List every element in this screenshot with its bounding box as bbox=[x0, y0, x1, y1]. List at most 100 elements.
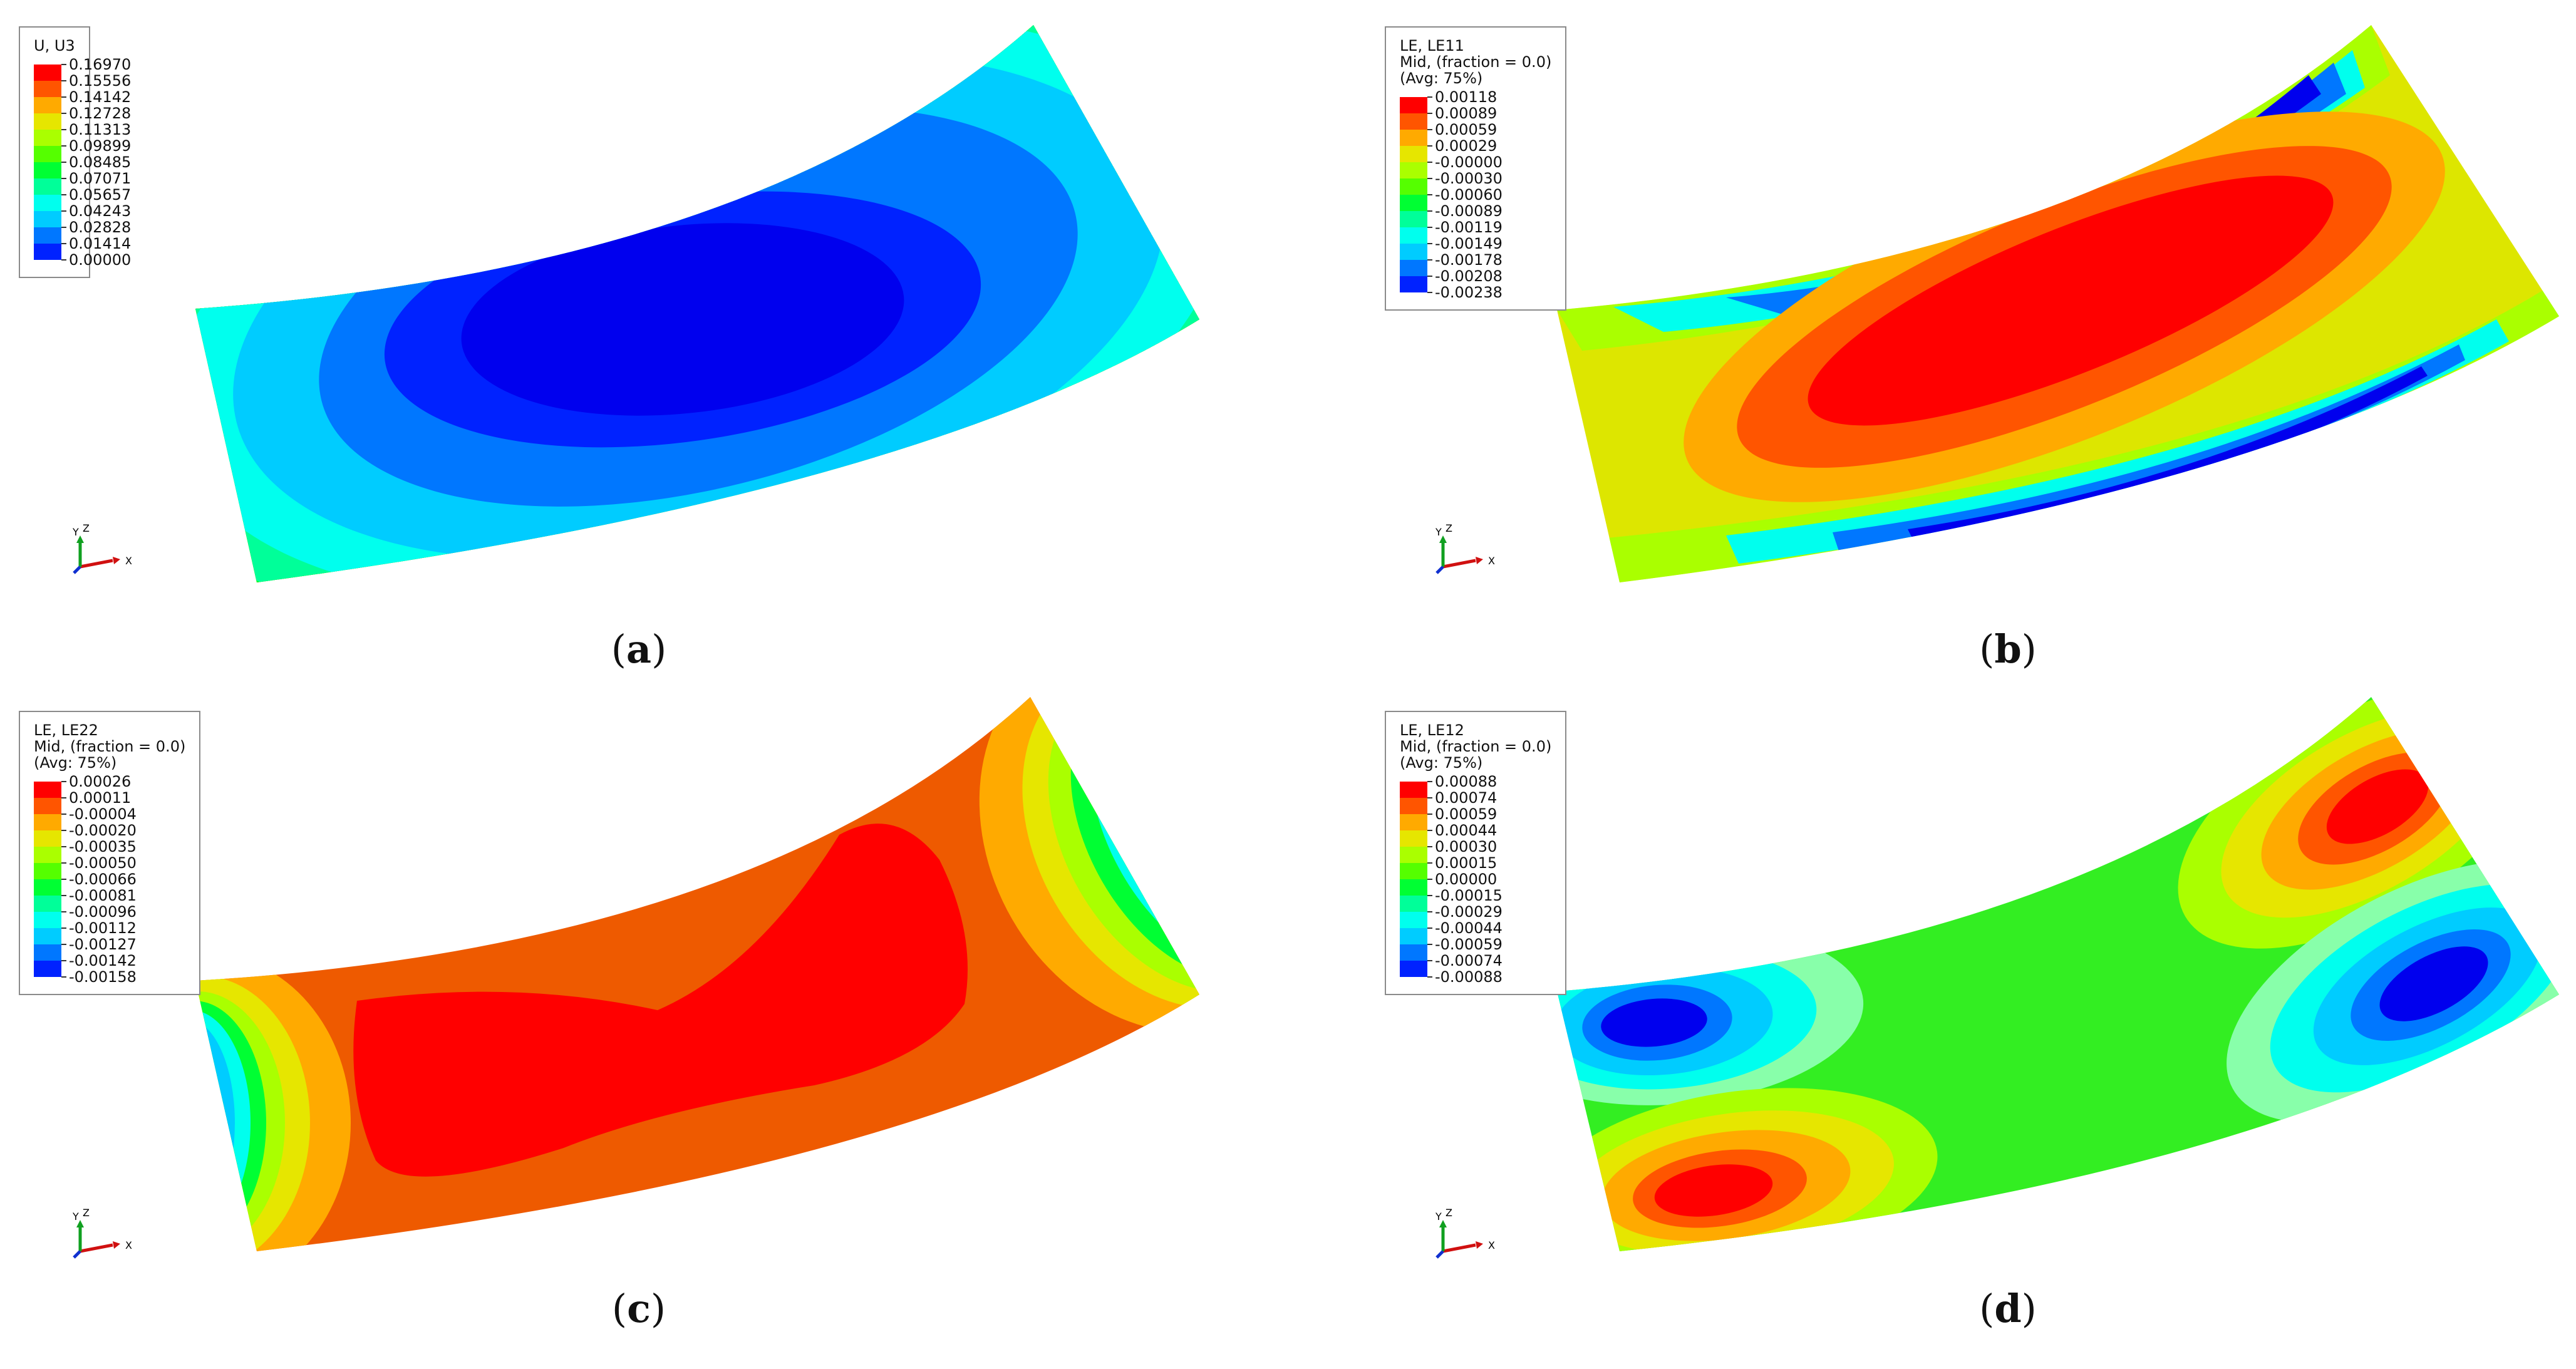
legend-tick bbox=[1427, 814, 1432, 815]
legend-swatch bbox=[1400, 879, 1427, 896]
legend-tick bbox=[61, 976, 66, 978]
legend-row: 0.16970 bbox=[34, 56, 131, 81]
legend-value: -0.00050 bbox=[69, 854, 137, 872]
legend-row: 0.14142 bbox=[34, 89, 131, 113]
legend-row: 0.01414 bbox=[34, 235, 131, 260]
legend-value: 0.16970 bbox=[69, 56, 132, 73]
legend-tick bbox=[61, 944, 66, 945]
triad-z-label: Z bbox=[1446, 1207, 1452, 1219]
legend-row: 0.04243 bbox=[34, 203, 131, 227]
legend-swatch bbox=[34, 847, 61, 863]
legend-row: 0.00059 bbox=[1400, 805, 1551, 830]
legend-row: -0.00059 bbox=[1400, 936, 1551, 961]
legend-swatch bbox=[1400, 195, 1427, 211]
legend-value: 0.00074 bbox=[1435, 789, 1497, 807]
legend-row: -0.00149 bbox=[1400, 235, 1551, 260]
legend-row: -0.00050 bbox=[34, 854, 185, 879]
legend-title: U, U3 bbox=[34, 37, 75, 54]
legend-swatch bbox=[34, 863, 61, 879]
legend-value: 0.08485 bbox=[69, 153, 132, 171]
legend-value: 0.00088 bbox=[1435, 773, 1497, 790]
legend-swatch bbox=[1400, 847, 1427, 863]
panel-a: U, U3 0.16970 0.15556 0.14142 0.12728 0.1131… bbox=[0, 0, 1288, 684]
legend-tick bbox=[61, 162, 66, 163]
legend-value: -0.00142 bbox=[69, 952, 137, 969]
legend-tick bbox=[1427, 292, 1432, 293]
legend-row: -0.00088 bbox=[1400, 969, 1551, 985]
legend-value: 0.00059 bbox=[1435, 805, 1497, 823]
legend-section: Mid, (fraction = 0.0) bbox=[34, 738, 186, 755]
legend-tick bbox=[61, 879, 66, 880]
legend-value: 0.07071 bbox=[69, 170, 132, 187]
legend-row: 0.07071 bbox=[34, 170, 131, 195]
legend-tick bbox=[61, 862, 66, 864]
legend-value: -0.00081 bbox=[69, 887, 137, 904]
legend-tick bbox=[1427, 944, 1432, 945]
legend-title: LE, LE12 bbox=[1400, 721, 1464, 739]
legend-tick bbox=[61, 129, 66, 130]
legend-swatch bbox=[34, 130, 61, 146]
triad-z-label: Z bbox=[1446, 523, 1452, 534]
legend-swatch bbox=[34, 162, 61, 178]
legend-row: -0.00238 bbox=[1400, 284, 1551, 301]
legend-scale: 0.00026 0.00011 -0.00004 -0.00020 -0.00035 -0… bbox=[34, 773, 185, 985]
legend-tick bbox=[1427, 145, 1432, 147]
legend-row: 0.12728 bbox=[34, 105, 131, 130]
legend-row: 0.00044 bbox=[1400, 822, 1551, 847]
legend-swatch bbox=[34, 782, 61, 798]
legend-value: 0.00000 bbox=[69, 251, 132, 269]
legend-title: LE, LE11 bbox=[1400, 37, 1464, 54]
legend-swatch bbox=[1400, 97, 1427, 113]
legend-swatch bbox=[1400, 912, 1427, 928]
legend-value: -0.00208 bbox=[1435, 267, 1503, 285]
legend-row: -0.00004 bbox=[34, 806, 185, 830]
legend-row: 0.00000 bbox=[1400, 871, 1551, 896]
legend-value: 0.11313 bbox=[69, 121, 132, 138]
legend-swatch bbox=[1400, 227, 1427, 244]
legend-swatch bbox=[34, 244, 61, 260]
legend-swatch bbox=[1400, 178, 1427, 195]
legend-value: -0.00015 bbox=[1435, 887, 1503, 904]
legend-row: 0.00011 bbox=[34, 789, 185, 814]
legend-value: -0.00044 bbox=[1435, 919, 1503, 937]
legend-row: -0.00066 bbox=[34, 871, 185, 896]
legend-swatch bbox=[34, 178, 61, 195]
legend-value: -0.00089 bbox=[1435, 202, 1503, 220]
legend-section: Mid, (fraction = 0.0) bbox=[1400, 53, 1552, 71]
legend-swatch bbox=[34, 830, 61, 847]
legend-value: 0.00026 bbox=[69, 773, 132, 790]
legend-row: -0.00081 bbox=[34, 887, 185, 912]
legend-row: 0.05657 bbox=[34, 187, 131, 211]
legend-tick bbox=[61, 227, 66, 228]
caption-c: (c) bbox=[611, 1286, 666, 1331]
legend-tick bbox=[1427, 178, 1432, 179]
legend-row: 0.00088 bbox=[1400, 773, 1551, 798]
legend-tick bbox=[61, 797, 66, 798]
legend-tick bbox=[1427, 113, 1432, 114]
legend-value: 0.05657 bbox=[69, 186, 132, 204]
legend-swatch bbox=[34, 896, 61, 912]
legend-tick bbox=[1427, 129, 1432, 130]
legend-value: 0.09899 bbox=[69, 137, 132, 155]
contour-plot-c bbox=[195, 697, 1199, 1251]
legend-swatch bbox=[1400, 162, 1427, 178]
legend-value: -0.00059 bbox=[1435, 936, 1503, 953]
legend-value: -0.00000 bbox=[1435, 153, 1503, 171]
legend-row: 0.15556 bbox=[34, 73, 131, 97]
coordinate-triad-icon: Y Z X bbox=[72, 1207, 132, 1259]
legend-swatch bbox=[1400, 211, 1427, 227]
legend-tick bbox=[61, 830, 66, 831]
legend-value: -0.00020 bbox=[69, 822, 137, 839]
legend-averaging: (Avg: 75%) bbox=[1400, 754, 1483, 772]
legend-swatch bbox=[1400, 782, 1427, 798]
legend-value: -0.00074 bbox=[1435, 952, 1503, 969]
legend-value: 0.12728 bbox=[69, 105, 132, 122]
legend-a: U, U3 0.16970 0.15556 0.14142 0.12728 0.1131… bbox=[19, 26, 131, 278]
legend-title: LE, LE22 bbox=[34, 721, 98, 739]
legend-row: -0.00074 bbox=[1400, 952, 1551, 977]
legend-value: -0.00238 bbox=[1435, 284, 1503, 301]
triad-z-label: Z bbox=[83, 523, 90, 534]
legend-c: LE, LE22 Mid, (fraction = 0.0) (Avg: 75%… bbox=[19, 711, 201, 995]
legend-value: 0.00011 bbox=[69, 789, 132, 807]
panel-c: LE, LE22 Mid, (fraction = 0.0) (Avg: 75%… bbox=[0, 684, 1288, 1369]
